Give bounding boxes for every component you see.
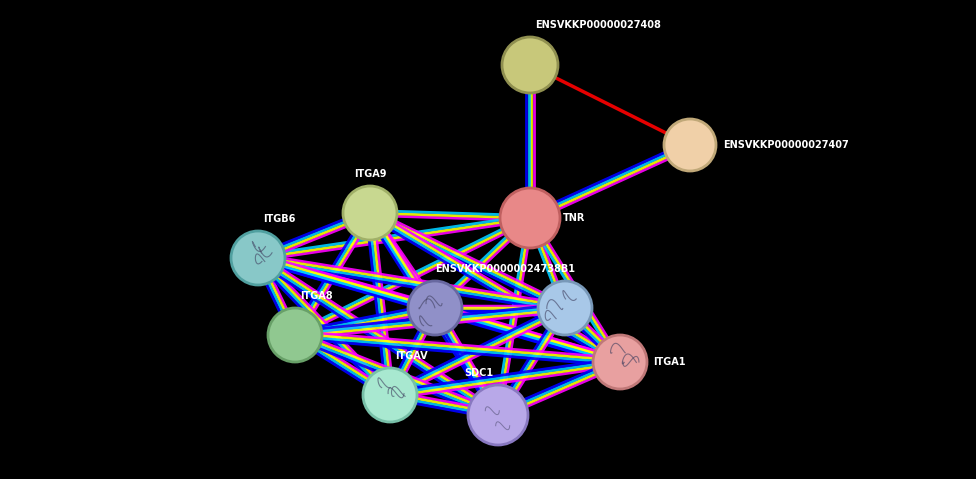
- Ellipse shape: [500, 188, 560, 248]
- Text: SDC1: SDC1: [464, 368, 493, 378]
- Ellipse shape: [664, 119, 716, 171]
- Ellipse shape: [593, 335, 647, 389]
- Text: ENSVKKP00000027408: ENSVKKP00000027408: [535, 20, 661, 30]
- Ellipse shape: [502, 37, 558, 93]
- Text: TNR: TNR: [563, 213, 586, 223]
- Ellipse shape: [363, 368, 417, 422]
- Text: ITGA1: ITGA1: [653, 357, 685, 367]
- Ellipse shape: [408, 281, 462, 335]
- Ellipse shape: [231, 231, 285, 285]
- Text: ITGA8: ITGA8: [300, 291, 333, 301]
- Text: ENSVKKP00000024738B1: ENSVKKP00000024738B1: [435, 264, 575, 274]
- Ellipse shape: [268, 308, 322, 362]
- Text: ENSVKKP00000027407: ENSVKKP00000027407: [723, 140, 849, 150]
- Text: ITGAV: ITGAV: [395, 351, 427, 361]
- Ellipse shape: [343, 186, 397, 240]
- Ellipse shape: [538, 281, 592, 335]
- Ellipse shape: [468, 385, 528, 445]
- Text: ITGA9: ITGA9: [353, 169, 386, 179]
- Text: ITGB6: ITGB6: [263, 214, 296, 224]
